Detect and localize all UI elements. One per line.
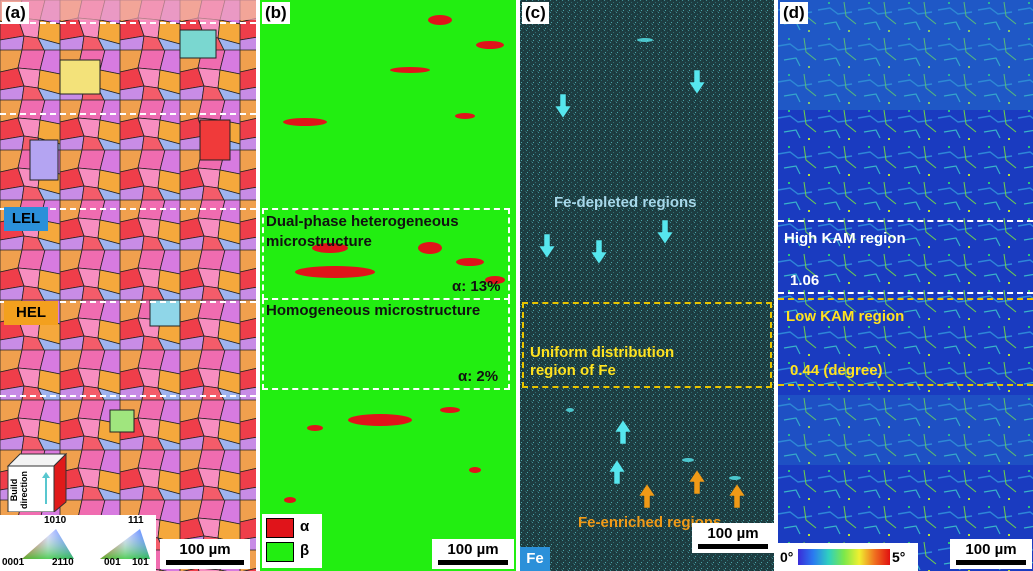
arrow-up-icon [608,459,626,485]
divider [778,384,1033,386]
build-direction-label: Build direction [9,471,29,510]
cubic-right-label: 101 [132,557,149,568]
panel-c-fe-map: (c) Fe-depleted regions Uniform distribu… [520,0,774,571]
panel-a-ipf-map: (a) LEL HEL Build direction 1010 [0,0,256,571]
scale-bar-label: 100 µm [179,541,231,558]
hel-tag: HEL [4,301,58,325]
scale-bar-c: 100 µm [692,523,774,553]
hex-top-label: 1010 [44,515,67,526]
legend-beta-swatch [266,542,294,562]
legend-alpha-swatch [266,518,294,538]
cubic-left-label: 001 [104,557,121,568]
panel-c-label: (c) [522,2,549,24]
lel-tag: LEL [4,207,48,231]
phase-legend: α β [262,514,322,568]
arrow-down-icon [688,69,706,95]
ipf-legend: 1010 0001 2110 111 001 101 [0,515,156,571]
uniform-label-line2: region of Fe [530,362,616,379]
fe-enriched-label: Fe-enriched regions [578,514,722,531]
scale-bar-d: 100 µm [950,539,1032,569]
scale-bar-label: 100 µm [707,525,759,542]
arrow-up-icon [638,483,656,509]
divider [0,113,256,115]
arrow-down-icon [656,219,674,245]
panel-b-phase-map: (b) Dual-phase heterogeneous microstruct… [260,0,516,571]
legend-beta-label: β [300,542,310,559]
legend-alpha-label: α [300,518,310,535]
panel-d-label: (d) [780,2,808,24]
uniform-box [522,302,772,388]
arrow-up-icon [728,483,746,509]
panel-b-label: (b) [262,2,290,24]
arrow-down-icon [554,93,572,119]
scale-bar-label: 100 µm [447,541,499,558]
kam-colorbar: 0° 5° [778,543,918,571]
homog-text: Homogeneous microstructure [266,302,481,319]
ipf-triangles [22,529,150,559]
divider [778,292,1033,294]
divider [0,395,256,397]
scale-bar-label: 100 µm [965,541,1017,558]
divider [0,208,256,210]
alpha-2-text: α: 2% [458,368,499,385]
fe-depleted-label: Fe-depleted regions [554,194,697,211]
build-direction-cube: Build direction [6,452,68,512]
arrow-down-icon [538,233,556,259]
uniform-label-line1: Uniform distribution [530,344,675,361]
divider [778,298,1033,300]
low-kam-value: 0.44 (degree) [790,362,883,379]
fe-element-tag: Fe [520,547,550,571]
cubic-top-label: 111 [128,515,144,526]
scale-bar-line [956,560,1026,565]
low-kam-label: Low KAM region [786,308,905,325]
scale-bar-a: 100 µm [160,539,250,569]
arrow-down-icon [590,239,608,265]
kam-map [778,0,1033,571]
fe-depleted-arrows [538,69,746,509]
dual-phase-text: Dual-phase heterogeneous microstructure [266,213,459,250]
alpha-13-text: α: 13% [452,278,501,295]
arrow-up-icon [614,419,632,445]
scale-bar-line [166,560,244,565]
hex-right-label: 2110 [52,557,74,568]
phase-map-alpha-regions [283,15,505,503]
high-kam-label: High KAM region [784,230,906,247]
high-kam-value: 1.06 [790,272,820,289]
scale-bar-line [698,544,768,549]
divider [0,301,256,303]
cb-min-label: 0° [780,549,794,565]
arrow-up-icon [688,469,706,495]
cb-max-label: 5° [892,549,906,565]
panel-d-kam-map: (d) High KAM region 1.06 Low KAM region … [778,0,1033,571]
panel-a-label: (a) [2,2,29,24]
cb-gradient [798,549,890,565]
scale-bar-b: 100 µm [432,539,514,569]
divider [778,220,1033,222]
divider [0,22,256,24]
hex-left-label: 0001 [2,557,25,568]
homog-box [262,298,510,390]
scale-bar-line [438,560,508,565]
